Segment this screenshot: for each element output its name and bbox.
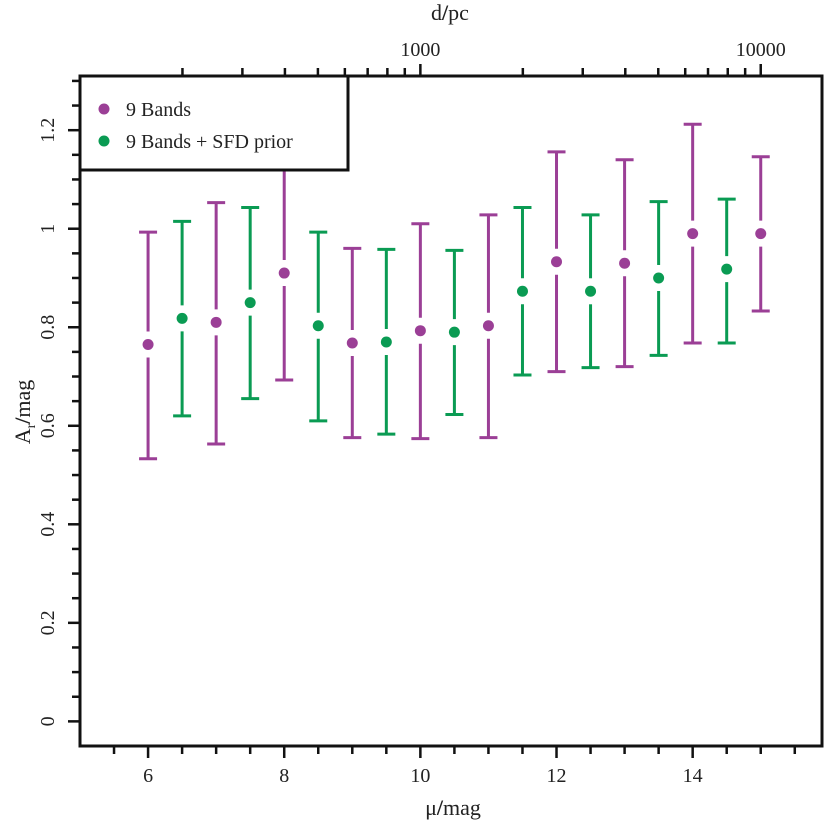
legend-label-9-bands-sfd-prior: 9 Bands + SFD prior: [126, 131, 293, 153]
x-ticks: 6 8 10 12 14: [112, 746, 797, 787]
x-axis-title: μ/mag: [425, 795, 481, 820]
plot-frame: [78, 74, 824, 748]
y-tick-label: 0: [37, 716, 59, 726]
data-point: [278, 267, 290, 279]
data-point: [176, 312, 188, 324]
series-nine-bands-sfd-prior: [173, 197, 736, 436]
data-point: [142, 338, 154, 350]
top-tick-label: 1000: [400, 39, 440, 61]
y-tick-label: 0.6: [37, 413, 59, 438]
legend-label-9-bands: 9 Bands: [126, 99, 191, 121]
data-point: [755, 228, 767, 240]
data-point: [653, 272, 665, 284]
data-point: [619, 257, 631, 269]
legend-box: [78, 74, 350, 172]
y-ticks: 0 0.2 0.4 0.6 0.8 1 1.2: [37, 79, 80, 726]
y-tick-label: 1.2: [37, 118, 59, 143]
x-tick-label: 10: [410, 765, 430, 787]
y-tick-label: 0.2: [37, 610, 59, 635]
data-point: [244, 297, 256, 309]
data-point: [585, 285, 597, 297]
data-point: [516, 285, 528, 297]
y-tick-label: 0.8: [37, 315, 59, 340]
data-point: [551, 256, 563, 268]
x-tick-label: 14: [683, 765, 703, 787]
top-tick-label: 10000: [736, 39, 786, 61]
x-tick-label: 8: [279, 765, 289, 787]
legend-marker-9-bands: [98, 103, 110, 115]
data-point: [448, 326, 460, 338]
top-axis-title: d/pc: [431, 0, 469, 25]
data-point: [312, 320, 324, 332]
legend: 9 Bands 9 Bands + SFD prior: [78, 74, 350, 172]
legend-marker-9-bands-sfd-prior: [98, 135, 110, 147]
y-tick-label: 0.4: [37, 512, 59, 537]
data-point: [687, 228, 699, 240]
y-tick-label: 1: [37, 224, 59, 234]
y-axis-title: Ar/mag: [10, 380, 39, 445]
x-tick-label: 12: [547, 765, 567, 787]
data-point: [346, 337, 358, 349]
x-tick-label: 6: [143, 765, 153, 787]
data-point: [380, 336, 392, 348]
data-point: [482, 320, 494, 332]
data-series: [139, 122, 770, 461]
series-nine-bands: [139, 122, 770, 461]
top-ticks: 1000 10000: [181, 39, 786, 76]
data-point: [210, 316, 222, 328]
data-point: [721, 263, 733, 275]
data-point: [414, 325, 426, 337]
